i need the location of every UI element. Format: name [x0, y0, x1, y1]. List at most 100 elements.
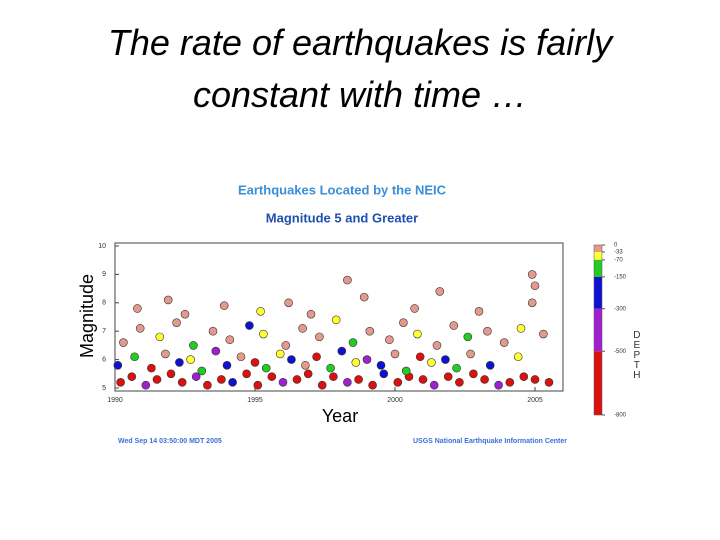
earthquake-point — [315, 332, 324, 342]
earthquake-point — [127, 372, 137, 381]
earthquake-point — [365, 326, 375, 336]
earthquake-point — [116, 378, 125, 387]
earthquake-point — [474, 307, 484, 316]
colorbar-frame — [593, 244, 603, 416]
earthquake-point — [469, 369, 478, 379]
earthquake-point — [253, 380, 263, 390]
colorbar-tick-label: -150 — [614, 274, 627, 280]
chart-subtitle: Magnitude 5 and Greater — [266, 210, 418, 225]
earthquake-point — [278, 378, 288, 387]
earthquake-point — [219, 301, 229, 310]
earthquake-point — [519, 372, 529, 381]
earthquake-point — [399, 318, 408, 327]
earthquake-point — [261, 363, 271, 373]
earthquake-point — [329, 372, 338, 381]
footer-left: Wed Sep 14 03:50:00 MDT 2005 — [118, 438, 222, 445]
earthquake-point — [236, 352, 246, 362]
earthquake-point — [513, 352, 523, 362]
colorbar-tick-label: -800 — [614, 413, 627, 419]
colorbar-tick-label: -500 — [614, 349, 627, 355]
earthquake-point — [494, 380, 503, 390]
earthquake-point — [172, 318, 181, 327]
earthquake-point — [152, 375, 162, 384]
earthquake-point — [485, 360, 495, 370]
earthquake-point — [217, 375, 226, 384]
earthquake-point — [427, 358, 436, 367]
x-axis-label: Year — [322, 406, 358, 426]
colorbar-segment — [594, 245, 602, 253]
slide-title-line: constant with time … — [192, 74, 528, 115]
earthquake-point — [527, 270, 537, 279]
earthquake-point — [429, 380, 439, 390]
y-tick-label: 5 — [102, 385, 106, 392]
earthquake-point — [298, 324, 307, 333]
earthquake-point — [175, 358, 184, 367]
earthquake-point — [351, 358, 361, 367]
x-tick-label: 2005 — [527, 397, 543, 404]
earthquake-point — [443, 372, 453, 381]
earthquake-point — [413, 329, 422, 339]
colorbar-segment — [594, 276, 602, 309]
earthquake-point — [376, 360, 386, 370]
earthquake-point — [189, 341, 198, 350]
earthquake-point — [211, 346, 221, 356]
earthquake-point — [256, 307, 265, 316]
earthquake-point — [343, 378, 352, 387]
earthquake-point — [292, 375, 302, 384]
earthquake-point — [303, 369, 313, 379]
earthquake-point — [463, 332, 473, 342]
earthquake-point — [245, 321, 254, 330]
earthquake-point — [135, 324, 145, 333]
y-tick-label: 6 — [102, 356, 106, 363]
earthquake-point — [393, 378, 403, 387]
earthquake-point — [317, 380, 327, 390]
colorbar-tick-label: -300 — [614, 306, 627, 312]
earthquake-point — [180, 309, 190, 319]
earthquake-point — [208, 326, 218, 336]
earthquake-point — [544, 378, 554, 387]
earthquake-point — [539, 329, 548, 339]
x-tick-label: 1995 — [247, 397, 263, 404]
earthquake-point — [516, 324, 526, 333]
y-tick-label: 9 — [102, 271, 106, 278]
earthquake-point — [287, 355, 296, 364]
slide-title-line: The rate of earthquakes is fairly — [107, 22, 613, 63]
earthquake-point — [362, 355, 372, 364]
colorbar-segment — [594, 308, 602, 352]
colorbar-tick-label: -70 — [614, 257, 623, 263]
earthquake-point — [379, 369, 389, 379]
earthquake-point — [250, 358, 260, 367]
earthquake-point — [197, 366, 207, 376]
earthquake-point — [331, 315, 341, 325]
earthquake-point — [432, 341, 442, 350]
earthquake-point — [466, 349, 475, 359]
colorbar-tick-label: -33 — [614, 250, 623, 256]
earthquake-point — [530, 375, 540, 384]
earthquake-point — [228, 378, 237, 387]
colorbar-segment — [594, 259, 602, 277]
earthquake-point — [326, 363, 335, 373]
earthquake-point — [306, 309, 316, 319]
y-tick-label: 8 — [102, 300, 106, 307]
earthquake-point — [401, 366, 411, 376]
colorbar-segment — [594, 252, 602, 260]
x-tick-label: 1990 — [107, 397, 123, 404]
x-tick-label: 2000 — [387, 397, 403, 404]
y-axis-label: Magnitude — [77, 274, 97, 358]
earthquake-point — [368, 380, 377, 390]
earthquake-point — [441, 355, 450, 364]
y-tick-label: 10 — [98, 243, 106, 250]
earthquake-point — [225, 335, 235, 345]
earthquake-point — [505, 378, 515, 387]
earthquake-point — [301, 360, 310, 370]
earthquake-point — [410, 304, 419, 313]
earthquake-point — [499, 338, 509, 347]
earthquake-point — [163, 295, 173, 305]
earthquake-point — [259, 329, 268, 339]
earthquake-point — [133, 304, 142, 313]
earthquake-point — [166, 369, 176, 379]
chart-title: Earthquakes Located by the NEIC — [238, 182, 447, 197]
earthquake-point — [337, 346, 347, 356]
